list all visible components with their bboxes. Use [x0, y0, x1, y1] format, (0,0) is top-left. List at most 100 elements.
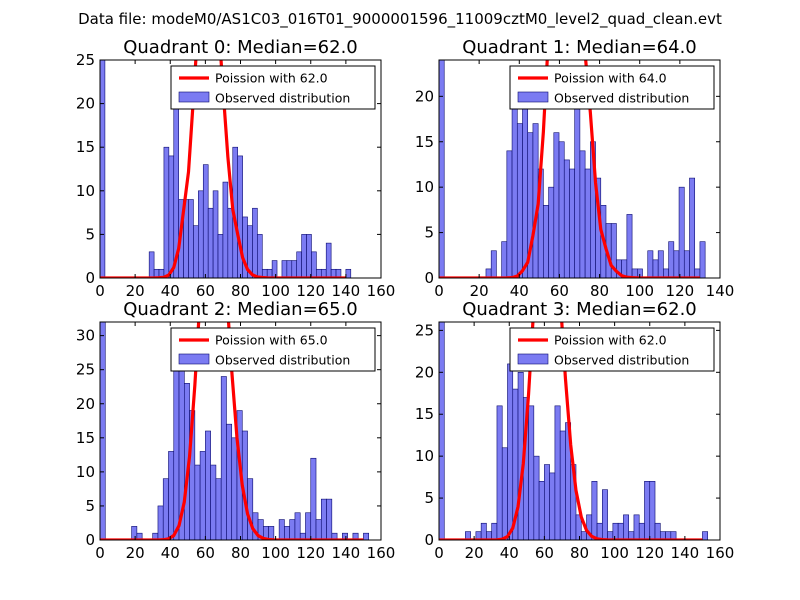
histogram-bar — [563, 159, 570, 278]
histogram-bar — [162, 478, 169, 540]
y-tick-label: 15 — [76, 138, 95, 156]
y-tick-label: 15 — [76, 429, 95, 447]
histogram-bar — [212, 190, 219, 278]
histogram-bar — [222, 181, 229, 278]
y-tick-label: 5 — [85, 497, 95, 515]
x-tick-label: 20 — [465, 544, 484, 562]
x-tick-label: 100 — [261, 282, 290, 300]
histogram-bar — [617, 522, 624, 540]
histogram-bar — [673, 250, 680, 278]
x-tick-label: 0 — [95, 282, 105, 300]
histogram-bar — [506, 150, 513, 278]
histogram-bar — [584, 168, 591, 278]
legend-label-observed: Observed distribution — [215, 91, 350, 106]
histogram-bar — [553, 132, 560, 278]
x-tick-label: 40 — [161, 544, 180, 562]
histogram-bar — [310, 457, 317, 540]
histogram-bar — [194, 464, 201, 540]
x-tick-label: 40 — [161, 282, 180, 300]
histogram-bar — [602, 489, 608, 540]
histogram-bar — [325, 242, 332, 278]
histogram-bar — [320, 498, 327, 540]
y-tick-label: 25 — [415, 321, 434, 339]
histogram-bar — [439, 60, 445, 278]
histogram-bar — [647, 250, 654, 278]
histogram-bars — [439, 322, 709, 540]
axes-frame — [438, 59, 721, 279]
legend: Poission with 62.0 Observed distribution — [170, 65, 376, 110]
histogram-bar — [528, 405, 535, 540]
y-tick-label: 5 — [424, 224, 434, 242]
histogram-bar — [569, 168, 575, 278]
histogram-bar — [199, 451, 206, 540]
histogram-bar — [480, 522, 487, 540]
histogram-bar — [284, 526, 290, 540]
histogram-bar — [268, 526, 275, 540]
x-tick-label: 100 — [261, 544, 290, 562]
histogram-bar — [345, 268, 352, 278]
histogram-bar — [168, 155, 175, 278]
histogram-bar — [168, 451, 175, 540]
quadrant-0-title: Quadrant 0: Median=62.0 — [123, 37, 358, 58]
y-tick-label: 10 — [76, 463, 95, 481]
histogram-bar — [522, 86, 529, 278]
y-tick-label: 20 — [76, 95, 95, 113]
histogram-bar — [193, 225, 199, 278]
x-tick-label: 140 — [332, 544, 361, 562]
x-tick-label: 140 — [332, 282, 361, 300]
histogram-bar — [533, 455, 540, 540]
x-tick-label: 100 — [625, 282, 654, 300]
histogram-bar — [490, 250, 497, 278]
legend-patch-swatch — [517, 353, 549, 365]
histogram-bar — [136, 532, 143, 540]
x-tick-label: 60 — [196, 544, 215, 562]
histogram-bar — [668, 241, 675, 278]
histogram-bars — [439, 60, 706, 278]
histogram-bar — [157, 505, 164, 540]
histogram-bar — [342, 532, 348, 540]
histogram-bar — [538, 481, 545, 540]
x-tick-label: 140 — [706, 282, 735, 300]
legend: Poission with 62.0 Observed distribution — [509, 327, 715, 372]
x-tick-label: 40 — [500, 544, 519, 562]
histogram-bar — [148, 251, 155, 278]
histogram-bar — [491, 522, 498, 540]
quadrant-0-panel: Quadrant 0: Median=62.00 20 40 60 80 100 120 14… — [76, 37, 395, 300]
histogram-bar — [289, 519, 296, 540]
y-tick-label: 0 — [424, 531, 434, 549]
legend-label-poisson: Poission with 64.0 — [554, 71, 667, 86]
x-tick-label: 160 — [706, 544, 735, 562]
legend-label-observed: Observed distribution — [554, 91, 689, 106]
histogram-bar — [252, 207, 258, 278]
y-tick-label: 15 — [415, 405, 434, 423]
y-tick-label: 5 — [85, 225, 95, 243]
histogram-bar — [215, 478, 222, 540]
histogram-bar — [305, 512, 312, 540]
histogram-bar — [352, 532, 359, 540]
quadrant-2-title: Quadrant 2: Median=65.0 — [123, 299, 358, 320]
figure-title: Data file: modeM0/AS1C03_016T01_90000015… — [78, 10, 722, 29]
x-tick-label: 0 — [95, 544, 105, 562]
histogram-bar — [294, 512, 301, 540]
y-tick-label: 10 — [76, 182, 95, 200]
legend-label-observed: Observed distribution — [215, 353, 350, 368]
histogram-bar — [205, 430, 211, 540]
legend-patch-swatch — [178, 91, 210, 103]
y-tick-label: 20 — [415, 363, 434, 381]
histogram-bar — [439, 322, 445, 540]
histogram-bar — [511, 105, 518, 278]
y-tick-label: 20 — [76, 395, 95, 413]
x-tick-label: 80 — [570, 544, 589, 562]
y-tick-label: 0 — [424, 269, 434, 287]
y-tick-label: 10 — [415, 178, 434, 196]
histogram-bar — [131, 526, 138, 540]
x-tick-label: 60 — [535, 544, 554, 562]
histogram-bar — [315, 519, 322, 540]
x-tick-label: 80 — [590, 282, 609, 300]
quadrant-1-title: Quadrant 1: Median=64.0 — [462, 37, 697, 58]
histogram-bar — [516, 123, 523, 278]
legend-label-observed: Observed distribution — [554, 353, 689, 368]
histogram-bar — [591, 481, 598, 540]
histogram-bar — [626, 214, 633, 278]
legend-label-poisson: Poission with 62.0 — [215, 71, 328, 86]
